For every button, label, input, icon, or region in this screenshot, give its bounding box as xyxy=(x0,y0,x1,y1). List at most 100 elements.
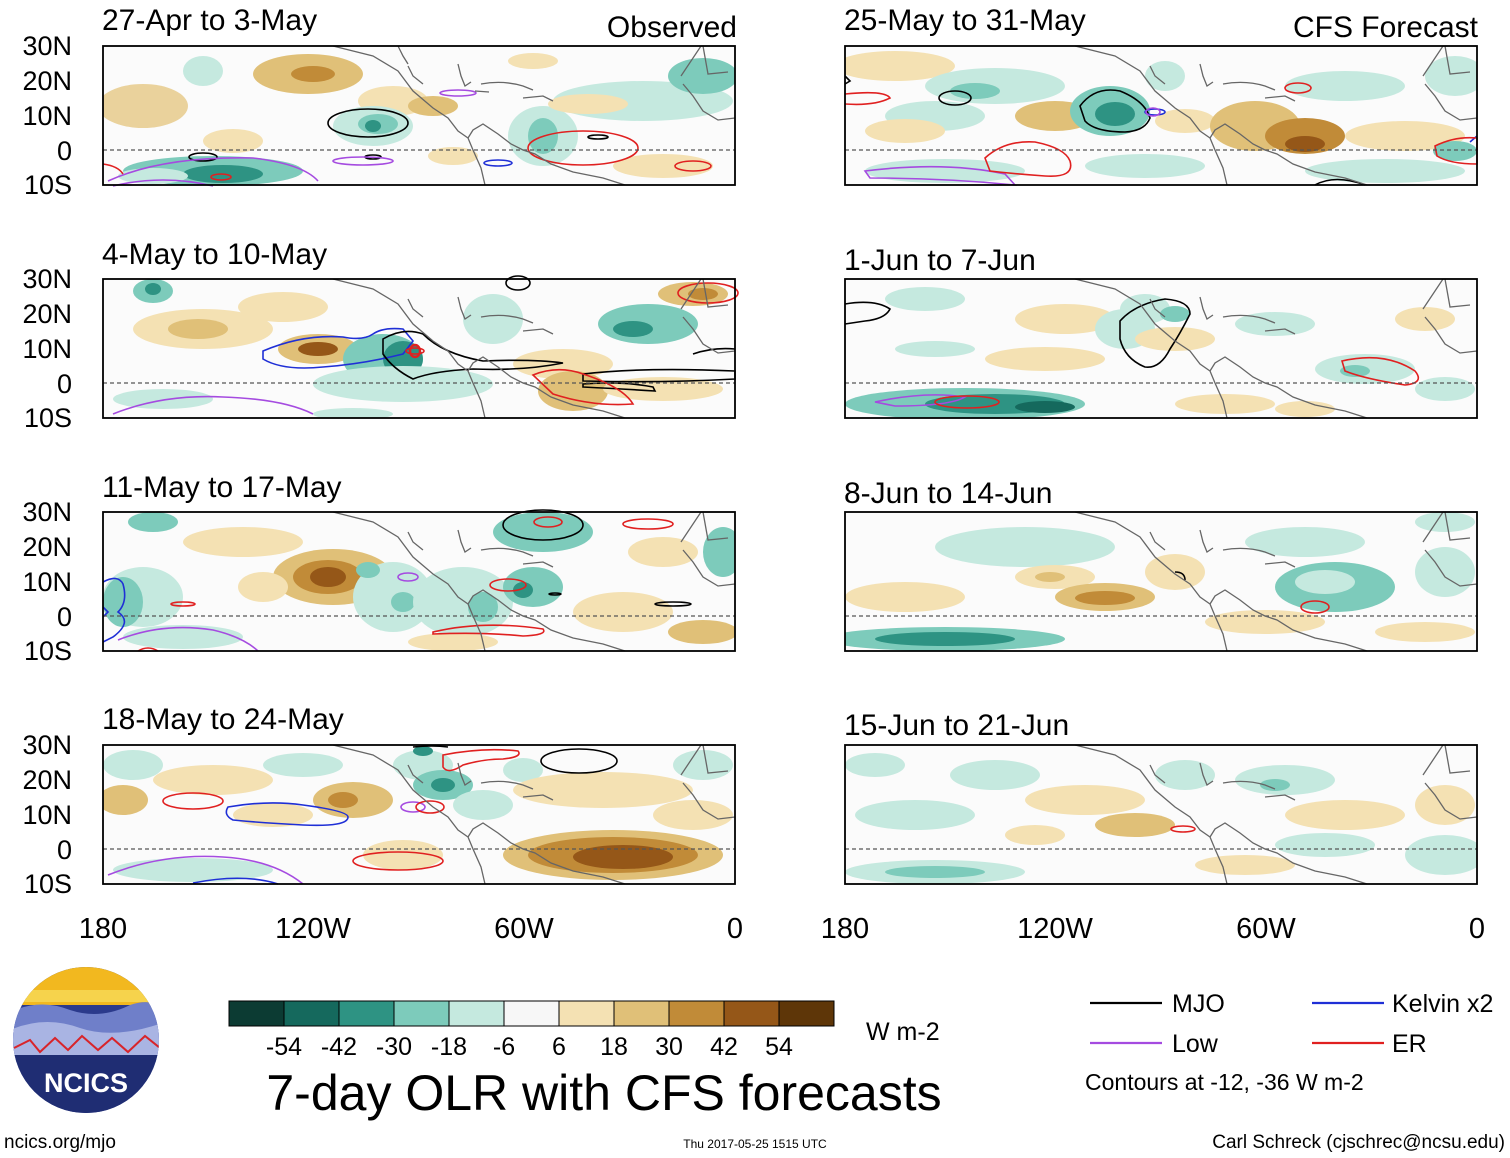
colorbar: -54 -42 -30 -18 -6 6 18 30 42 54 xyxy=(228,1000,835,1061)
map-panel-obs-1 xyxy=(102,45,736,187)
colorbar-swatch xyxy=(338,1000,395,1027)
colorbar-swatch xyxy=(283,1000,340,1027)
colorbar-swatch xyxy=(723,1000,780,1027)
observed-header: Observed xyxy=(607,11,737,44)
lon-label: 0 xyxy=(1469,913,1485,945)
colorbar-swatch xyxy=(503,1000,560,1027)
coastlines xyxy=(332,278,736,419)
lon-label: 180 xyxy=(821,913,869,945)
lon-label: 60W xyxy=(494,913,554,945)
legend-label-er: ER xyxy=(1392,1030,1427,1058)
wave-contours xyxy=(1170,825,1196,833)
map-frame xyxy=(844,744,1478,885)
lat-label: 0 xyxy=(57,835,72,865)
colorbar-tick-label: 6 xyxy=(552,1033,566,1061)
lat-label: 10N xyxy=(22,334,72,364)
map-panel-fc-4 xyxy=(844,744,1478,885)
legend-note: Contours at -12, -36 W m-2 xyxy=(1085,1069,1364,1095)
lat-label: 10S xyxy=(24,170,72,200)
contour-legend: MJO Kelvin x2 Low ER Contours at -12, -3… xyxy=(1085,990,1493,1095)
figure-title: 7-day OLR with CFS forecasts xyxy=(266,1065,941,1121)
longitude-axis-observed: 180 120W 60W 0 xyxy=(79,913,743,945)
colorbar-swatch xyxy=(778,1000,835,1027)
lon-label: 0 xyxy=(727,913,743,945)
lat-label: 30N xyxy=(22,264,72,294)
footer-timestamp: Thu 2017-05-25 1515 UTC xyxy=(683,1137,827,1151)
panel-title-obs-3: 11-May to 17-May xyxy=(102,471,342,504)
footer-url: ncics.org/mjo xyxy=(4,1132,116,1153)
map-panel-obs-4 xyxy=(102,744,736,885)
colorbar-tick-label: 42 xyxy=(710,1033,738,1061)
panel-title-fc-1: 25-May to 31-May xyxy=(844,4,1086,37)
olr-anomaly-field xyxy=(845,51,1477,183)
lat-label: 10N xyxy=(22,800,72,830)
lat-label: 30N xyxy=(22,497,72,527)
colorbar-swatch xyxy=(393,1000,450,1027)
map-panel-fc-1 xyxy=(844,45,1478,187)
lon-label: 180 xyxy=(79,913,127,945)
lat-label: 30N xyxy=(22,31,72,61)
panel-title-fc-3: 8-Jun to 14-Jun xyxy=(844,477,1052,510)
lat-label: 10S xyxy=(24,869,72,899)
colorbar-tick-label: -54 xyxy=(266,1033,302,1061)
legend-label-kelvin: Kelvin x2 xyxy=(1392,990,1493,1018)
lat-label: 10N xyxy=(22,567,72,597)
map-panel-obs-3 xyxy=(102,509,736,652)
map-frame xyxy=(102,45,736,186)
map-frame xyxy=(844,511,1478,652)
map-frame xyxy=(844,45,1478,186)
latitude-axis-3: 30N 20N 10N 0 10S xyxy=(22,497,72,666)
colorbar-tick-label: 18 xyxy=(600,1033,628,1061)
lat-label: 0 xyxy=(57,602,72,632)
coastlines xyxy=(1074,744,1478,885)
panel-title-obs-2: 4-May to 10-May xyxy=(102,238,327,271)
map-frame xyxy=(102,278,736,419)
wave-contours xyxy=(1174,571,1330,614)
map-frame xyxy=(102,744,736,885)
wave-contours xyxy=(844,298,1420,409)
colorbar-tick-label: -42 xyxy=(321,1033,357,1061)
lat-label: 10N xyxy=(22,101,72,131)
lat-label: 30N xyxy=(22,730,72,760)
lat-label: 20N xyxy=(22,299,72,329)
footer-credit: Carl Schreck (cjschrec@ncsu.edu) xyxy=(1212,1132,1505,1153)
lon-label: 120W xyxy=(1017,913,1093,945)
colorbar-tick-label: 30 xyxy=(655,1033,683,1061)
wave-contours xyxy=(844,75,1478,187)
colorbar-tick-label: 54 xyxy=(765,1033,793,1061)
colorbar-swatch xyxy=(613,1000,670,1027)
lat-label: 0 xyxy=(57,136,72,166)
latitude-axis-4: 30N 20N 10N 0 10S xyxy=(22,730,72,899)
olr-anomaly-field xyxy=(103,746,733,882)
colorbar-tick-label: -6 xyxy=(493,1033,515,1061)
olr-anomaly-field xyxy=(845,753,1477,884)
colorbar-units: W m-2 xyxy=(866,1018,940,1046)
lat-label: 10S xyxy=(24,403,72,433)
legend-label-low: Low xyxy=(1172,1030,1219,1058)
colorbar-swatch xyxy=(228,1000,285,1027)
colorbar-tick-label: -30 xyxy=(376,1033,412,1061)
map-panel-fc-3 xyxy=(844,511,1478,652)
lon-label: 60W xyxy=(1236,913,1296,945)
panel-title-obs-4: 18-May to 24-May xyxy=(102,703,344,736)
lat-label: 20N xyxy=(22,765,72,795)
map-panel-obs-2 xyxy=(102,275,739,419)
panel-title-obs-1: 27-Apr to 3-May xyxy=(102,4,317,37)
colorbar-tick-label: -18 xyxy=(431,1033,467,1061)
lat-label: 0 xyxy=(57,369,72,399)
latitude-axis-2: 30N 20N 10N 0 10S xyxy=(22,264,72,433)
panel-title-fc-2: 1-Jun to 7-Jun xyxy=(844,244,1036,277)
colorbar-swatch xyxy=(668,1000,725,1027)
wave-contours xyxy=(102,89,712,187)
lat-label: 20N xyxy=(22,66,72,96)
wave-contours xyxy=(112,275,739,415)
map-panel-fc-2 xyxy=(844,278,1478,419)
lon-label: 120W xyxy=(275,913,351,945)
longitude-axis-forecast: 180 120W 60W 0 xyxy=(821,913,1485,945)
logo-text: NCICS xyxy=(44,1068,128,1098)
ncics-logo: NCICS xyxy=(13,967,159,1113)
forecast-header: CFS Forecast xyxy=(1293,11,1479,44)
map-frame xyxy=(844,278,1478,419)
lat-label: 20N xyxy=(22,532,72,562)
colorbar-swatch xyxy=(558,1000,615,1027)
